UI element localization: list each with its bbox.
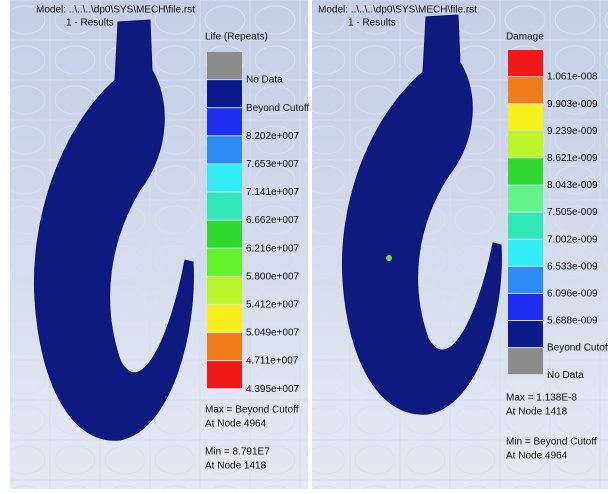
legend-label: 5.049e+007 bbox=[246, 328, 300, 339]
legend-swatch bbox=[508, 348, 543, 374]
result-info: At Node 4964 bbox=[506, 451, 568, 462]
legend-label: 7.141e+007 bbox=[246, 187, 300, 198]
result-info: At Node 4964 bbox=[205, 419, 267, 430]
legend-label: Beyond Cutoff bbox=[547, 343, 608, 354]
results-label: 1 - Results bbox=[66, 18, 114, 29]
legend-title: Damage bbox=[506, 32, 544, 43]
legend-label: 6.533e-009 bbox=[547, 261, 598, 272]
legend-label: 1.061e-008 bbox=[547, 72, 598, 83]
legend-label: 4.711e+007 bbox=[246, 356, 299, 367]
model-path: Model: ..\..\..\dp0\SYS\MECH\file.rst bbox=[36, 5, 195, 16]
legend-label: 5.412e+007 bbox=[246, 300, 300, 311]
legend-swatch bbox=[207, 249, 242, 276]
legend-swatch bbox=[508, 321, 543, 347]
legend-label: No Data bbox=[547, 370, 584, 381]
result-info: Min = 8.791E7 bbox=[205, 447, 270, 458]
legend-swatch bbox=[207, 221, 242, 248]
legend-swatch bbox=[508, 267, 543, 293]
legend-swatch bbox=[508, 131, 543, 157]
legend-label: 7.505e-009 bbox=[547, 207, 598, 218]
results-label: 1 - Results bbox=[348, 18, 396, 29]
legend-label: 7.002e-009 bbox=[547, 234, 598, 245]
result-info: At Node 1418 bbox=[506, 407, 568, 418]
legend-swatch bbox=[508, 240, 543, 266]
legend-label: Beyond Cutoff bbox=[246, 103, 309, 114]
legend-label: No Data bbox=[246, 75, 283, 86]
legend-title: Life (Repeats) bbox=[205, 32, 268, 43]
legend-label: 6.096e-009 bbox=[547, 289, 598, 300]
legend-swatch bbox=[508, 77, 543, 103]
legend-swatch bbox=[207, 136, 242, 163]
legend-swatch bbox=[508, 294, 543, 320]
legend-swatch bbox=[508, 213, 543, 239]
legend-swatch bbox=[207, 333, 242, 360]
legend-label: 8.621e-009 bbox=[547, 153, 598, 164]
legend-label: 6.662e+007 bbox=[246, 215, 300, 226]
legend-label: 5.800e+007 bbox=[246, 271, 300, 282]
screenshot: Model: ..\..\..\dp0\SYS\MECH\file.rst 1 -… bbox=[0, 0, 608, 489]
result-info: At Node 1418 bbox=[205, 461, 267, 472]
legend-swatch bbox=[207, 80, 242, 107]
legend-swatch bbox=[207, 361, 242, 388]
legend-swatch bbox=[508, 186, 543, 212]
legend-label: 8.202e+007 bbox=[246, 131, 300, 142]
legend-label: 8.043e-009 bbox=[547, 180, 598, 191]
legend-swatch bbox=[508, 50, 543, 76]
legend-label: 9.903e-009 bbox=[547, 99, 598, 110]
result-info: Max = 1.138E-8 bbox=[506, 393, 577, 404]
result-info: Max = Beyond Cutoff bbox=[205, 405, 299, 416]
legend-swatch bbox=[207, 52, 242, 79]
legend-label: 6.216e+007 bbox=[246, 243, 300, 254]
legend-swatch bbox=[508, 104, 543, 130]
legend-label: 7.653e+007 bbox=[246, 159, 300, 170]
model-path: Model: ..\..\..\dp0\SYS\MECH\file.rst bbox=[318, 5, 477, 16]
legend-label: 9.239e-009 bbox=[547, 126, 598, 137]
legend-swatch bbox=[207, 108, 242, 135]
legend-label: 4.395e+007 bbox=[246, 384, 300, 395]
result-info: Min = Beyond Cutoff bbox=[506, 437, 597, 448]
legend-swatch bbox=[207, 164, 242, 191]
hot-spot bbox=[386, 255, 392, 261]
legend-swatch bbox=[207, 193, 242, 220]
legend-label: 5.688e-009 bbox=[547, 316, 598, 327]
legend-swatch bbox=[207, 305, 242, 332]
legend-swatch bbox=[207, 277, 242, 304]
legend-swatch bbox=[508, 158, 543, 184]
